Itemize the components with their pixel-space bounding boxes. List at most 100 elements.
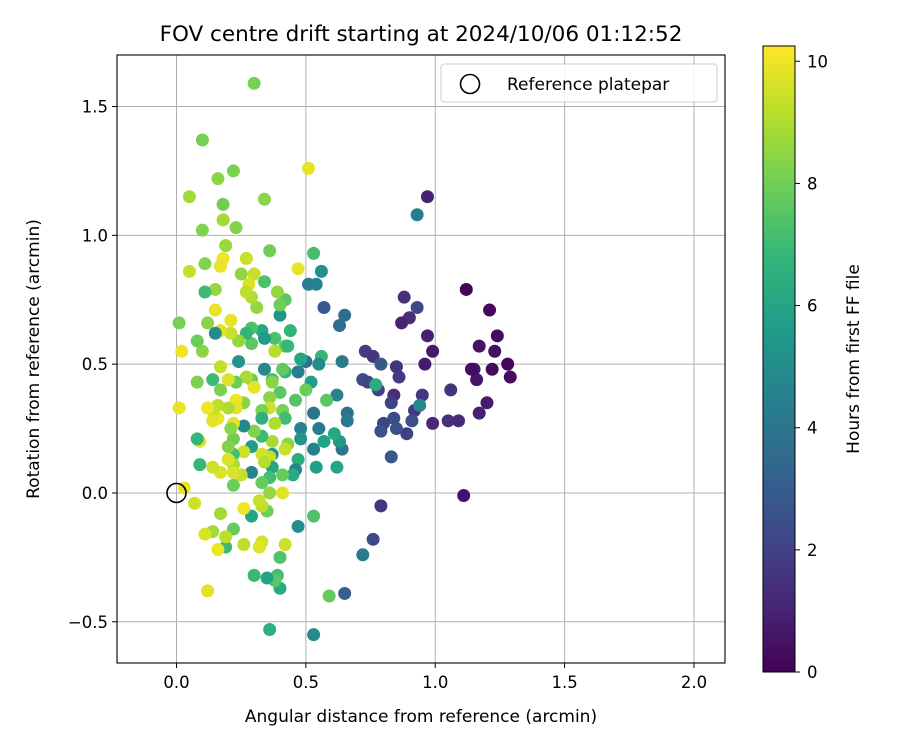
data-point [278, 537, 292, 551]
data-point [234, 267, 248, 281]
data-point [387, 411, 401, 425]
colorbar-tick-label: 2 [807, 541, 818, 560]
data-point [480, 396, 494, 410]
data-point [366, 532, 380, 546]
data-point [410, 300, 424, 314]
data-point [384, 396, 398, 410]
data-point [276, 362, 290, 376]
data-point [247, 568, 261, 582]
data-point [237, 501, 251, 515]
data-point [208, 326, 222, 340]
data-point [229, 221, 243, 235]
data-point [273, 298, 287, 312]
data-point [263, 623, 277, 637]
data-point [418, 357, 432, 371]
data-point [226, 164, 240, 178]
data-point [294, 422, 308, 436]
legend-box [440, 63, 718, 103]
data-point [208, 282, 222, 296]
data-point [252, 540, 266, 554]
data-point [172, 401, 186, 415]
data-point [309, 460, 323, 474]
data-point [263, 244, 277, 258]
data-point [219, 239, 233, 253]
data-point [190, 432, 204, 446]
x-tick-label: 2.0 [681, 673, 707, 692]
data-point [291, 365, 305, 379]
data-point [420, 190, 434, 204]
data-point [175, 344, 189, 358]
data-point [389, 422, 403, 436]
data-point [208, 303, 222, 317]
data-point [457, 489, 471, 503]
data-point [374, 424, 388, 438]
data-point [216, 213, 230, 227]
data-point [278, 411, 292, 425]
data-point [247, 380, 261, 394]
data-point [172, 316, 186, 330]
data-point [358, 344, 372, 358]
data-point [307, 246, 321, 260]
x-tick-label: 1.5 [551, 673, 577, 692]
data-point [198, 527, 212, 541]
chart-title: FOV centre drift starting at 2024/10/06 … [160, 22, 683, 47]
data-point [327, 427, 341, 441]
colorbar-bar [762, 45, 796, 673]
data-point [426, 344, 440, 358]
data-point [237, 445, 251, 459]
data-point [257, 275, 271, 289]
data-point [273, 308, 287, 322]
data-point [289, 393, 303, 407]
data-point [257, 455, 271, 469]
data-point [198, 285, 212, 299]
colorbar-tick-label: 6 [807, 297, 818, 316]
data-point [389, 360, 403, 374]
data-point [226, 465, 240, 479]
data-point [392, 370, 406, 384]
data-point [221, 440, 235, 454]
data-point [307, 406, 321, 420]
data-point [312, 422, 326, 436]
y-tick-label: 0.0 [82, 484, 108, 503]
data-point [247, 76, 261, 90]
data-point [247, 267, 261, 281]
data-point [278, 442, 292, 456]
data-point [307, 628, 321, 642]
data-point [198, 257, 212, 271]
x-tick-label: 1.0 [422, 673, 448, 692]
x-tick-label: 0.5 [293, 673, 319, 692]
data-point [276, 468, 290, 482]
data-point [239, 252, 253, 266]
data-point [384, 450, 398, 464]
data-point [221, 452, 235, 466]
data-point [211, 543, 225, 557]
data-point [268, 416, 282, 430]
data-point [245, 337, 259, 351]
data-point [441, 414, 455, 428]
data-point [281, 339, 295, 353]
data-point [356, 548, 370, 562]
data-point [488, 344, 502, 358]
data-point [301, 161, 315, 175]
data-point [340, 414, 354, 428]
data-point [195, 344, 209, 358]
colorbar-tick-label: 0 [807, 663, 818, 682]
data-point [317, 434, 331, 448]
data-point [265, 434, 279, 448]
data-point [216, 197, 230, 211]
data-point [369, 378, 383, 392]
data-point [221, 373, 235, 387]
data-point [317, 300, 331, 314]
data-point [201, 401, 215, 415]
data-point [291, 519, 305, 533]
data-point [237, 419, 251, 433]
data-point [301, 277, 315, 291]
x-axis: 0.0 0.5 1.0 1.5 2.0 [163, 663, 707, 692]
data-point [452, 414, 466, 428]
data-point [213, 259, 227, 273]
data-point [490, 329, 504, 343]
data-point [252, 494, 266, 508]
data-point [374, 499, 388, 513]
data-point [314, 264, 328, 278]
